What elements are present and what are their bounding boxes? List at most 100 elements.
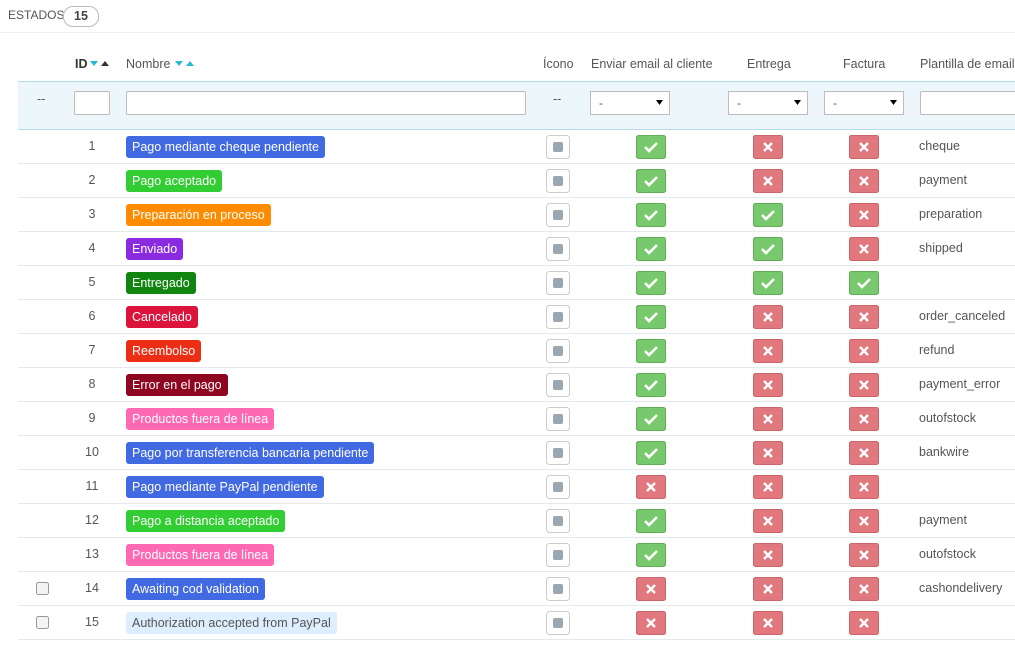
enabled-icon[interactable] bbox=[753, 237, 783, 261]
icon-glyph bbox=[553, 584, 563, 594]
row-id: 5 bbox=[88, 275, 96, 289]
enabled-icon[interactable] bbox=[636, 543, 666, 567]
disabled-icon[interactable] bbox=[753, 441, 783, 465]
icon-glyph bbox=[763, 482, 773, 492]
icon-bg bbox=[636, 543, 666, 567]
enabled-icon[interactable] bbox=[636, 509, 666, 533]
table-row: 9 Productos fuera de línea outofstock bbox=[18, 402, 1015, 436]
disabled-icon[interactable] bbox=[849, 135, 879, 159]
disabled-icon[interactable] bbox=[753, 509, 783, 533]
disabled-icon[interactable] bbox=[636, 611, 666, 635]
disabled-icon[interactable] bbox=[753, 169, 783, 193]
disabled-icon[interactable] bbox=[753, 339, 783, 363]
icon-bg bbox=[753, 271, 783, 295]
sort-arrows[interactable] bbox=[175, 60, 197, 70]
enabled-icon[interactable] bbox=[636, 135, 666, 159]
disabled-icon[interactable] bbox=[849, 373, 879, 397]
column-header: Factura bbox=[843, 57, 886, 71]
enabled-icon[interactable] bbox=[753, 271, 783, 295]
disabled-icon[interactable] bbox=[636, 475, 666, 499]
disabled-icon[interactable] bbox=[849, 169, 879, 193]
delivery-filter-select[interactable]: - bbox=[728, 91, 808, 115]
row-checkbox[interactable] bbox=[36, 616, 49, 629]
column-header: Plantilla de email bbox=[920, 57, 1015, 71]
enabled-icon[interactable] bbox=[636, 407, 666, 431]
icon-glyph bbox=[763, 618, 773, 628]
disabled-icon[interactable] bbox=[753, 407, 783, 431]
enabled-icon[interactable] bbox=[849, 271, 879, 295]
disabled-icon[interactable] bbox=[849, 237, 879, 261]
sort-arrows[interactable] bbox=[90, 60, 112, 70]
email-template: shipped bbox=[919, 241, 963, 255]
icon-glyph bbox=[553, 210, 563, 220]
disabled-icon[interactable] bbox=[849, 203, 879, 227]
disabled-icon[interactable] bbox=[753, 543, 783, 567]
status-icon bbox=[546, 407, 570, 431]
disabled-icon[interactable] bbox=[849, 441, 879, 465]
icon-glyph bbox=[553, 312, 563, 322]
icon-glyph bbox=[553, 516, 563, 526]
icon-glyph bbox=[859, 414, 869, 424]
disabled-icon[interactable] bbox=[849, 509, 879, 533]
disabled-icon[interactable] bbox=[753, 373, 783, 397]
name-filter-input[interactable] bbox=[126, 91, 526, 115]
disabled-icon[interactable] bbox=[849, 611, 879, 635]
disabled-icon[interactable] bbox=[849, 543, 879, 567]
icon-glyph bbox=[553, 550, 563, 560]
enabled-icon[interactable] bbox=[636, 169, 666, 193]
row-checkbox[interactable] bbox=[36, 582, 49, 595]
enabled-icon[interactable] bbox=[636, 441, 666, 465]
disabled-icon[interactable] bbox=[753, 475, 783, 499]
disabled-icon[interactable] bbox=[636, 577, 666, 601]
email-template: payment_error bbox=[919, 377, 1001, 391]
disabled-icon[interactable] bbox=[753, 577, 783, 601]
disabled-icon[interactable] bbox=[849, 305, 879, 329]
icon-glyph bbox=[859, 312, 869, 322]
enabled-icon[interactable] bbox=[636, 237, 666, 261]
status-label: Preparación en proceso bbox=[126, 204, 271, 226]
email-template: preparation bbox=[919, 207, 983, 221]
status-label: Reembolso bbox=[126, 340, 202, 362]
disabled-icon[interactable] bbox=[849, 577, 879, 601]
enabled-icon[interactable] bbox=[636, 271, 666, 295]
table-row: 2 Pago aceptado payment bbox=[18, 164, 1015, 198]
status-label: Authorization accepted from PayPal bbox=[126, 612, 337, 634]
separator bbox=[0, 32, 1015, 33]
disabled-icon[interactable] bbox=[753, 305, 783, 329]
checkbox-box bbox=[36, 582, 49, 595]
column-header[interactable]: Nombre bbox=[126, 57, 171, 71]
row-id: 1 bbox=[88, 139, 96, 153]
id-filter-input[interactable] bbox=[74, 91, 110, 115]
disabled-icon[interactable] bbox=[753, 611, 783, 635]
disabled-icon[interactable] bbox=[849, 475, 879, 499]
enabled-icon[interactable] bbox=[636, 305, 666, 329]
caret bbox=[794, 100, 801, 105]
invoice-filter-select[interactable]: - bbox=[824, 91, 904, 115]
email-template: refund bbox=[919, 343, 955, 357]
status-icon bbox=[546, 373, 570, 397]
email-template: cashondelivery bbox=[919, 581, 1003, 595]
icon-bg bbox=[636, 407, 666, 431]
icon-bg bbox=[849, 271, 879, 295]
enabled-icon[interactable] bbox=[636, 339, 666, 363]
icon-glyph bbox=[553, 142, 563, 152]
table-row: 13 Productos fuera de línea outofstock bbox=[18, 538, 1015, 572]
icon-glyph bbox=[644, 346, 658, 357]
email-filter-select[interactable]: - bbox=[590, 91, 670, 115]
status-icon bbox=[546, 169, 570, 193]
row-id: 4 bbox=[88, 241, 96, 255]
enabled-icon[interactable] bbox=[636, 373, 666, 397]
row-id: 6 bbox=[88, 309, 96, 323]
column-header[interactable]: ID bbox=[75, 57, 88, 71]
disabled-icon[interactable] bbox=[849, 407, 879, 431]
status-label: Pago mediante cheque pendiente bbox=[126, 136, 325, 158]
disabled-icon[interactable] bbox=[849, 339, 879, 363]
disabled-icon[interactable] bbox=[753, 135, 783, 159]
enabled-icon[interactable] bbox=[753, 203, 783, 227]
template-filter-input[interactable] bbox=[920, 91, 1015, 115]
enabled-icon[interactable] bbox=[636, 203, 666, 227]
icon-glyph bbox=[644, 448, 658, 459]
status-label: Pago aceptado bbox=[126, 170, 223, 192]
status-label: Pago por transferencia bancaria pendient… bbox=[126, 442, 375, 464]
